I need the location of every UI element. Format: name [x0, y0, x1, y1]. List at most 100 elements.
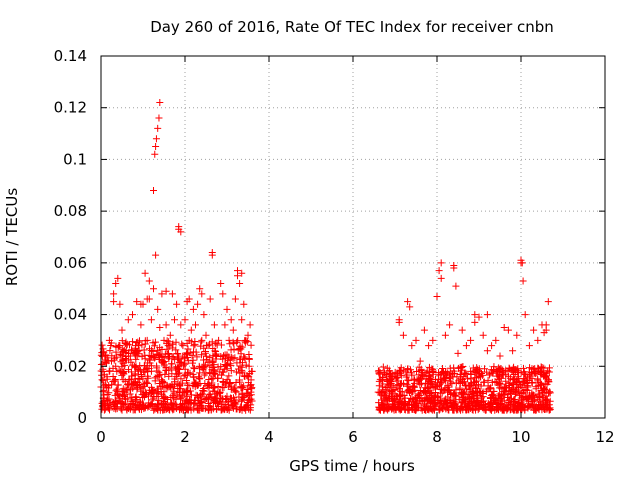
data-point — [244, 401, 252, 409]
data-point — [245, 362, 253, 370]
data-point — [500, 406, 508, 414]
data-point — [509, 347, 517, 355]
data-point — [188, 359, 196, 367]
data-point — [169, 340, 177, 348]
data-point — [470, 395, 478, 403]
data-point — [154, 124, 162, 132]
data-point — [513, 331, 521, 339]
data-point — [187, 391, 195, 399]
data-point — [437, 259, 445, 267]
data-point — [540, 329, 548, 337]
data-point — [415, 390, 423, 398]
data-point — [494, 368, 502, 376]
data-point — [530, 326, 538, 334]
data-point — [405, 377, 413, 385]
data-point — [378, 400, 386, 408]
data-point — [437, 404, 445, 412]
data-point — [477, 382, 485, 390]
data-point — [118, 387, 126, 395]
data-point — [100, 391, 108, 399]
data-point — [183, 349, 191, 357]
data-point — [486, 401, 494, 409]
data-point — [389, 397, 397, 405]
chart-title: Day 260 of 2016, Rate Of TEC Index for r… — [150, 18, 554, 36]
data-point — [108, 381, 116, 389]
data-point — [162, 384, 170, 392]
data-point — [522, 386, 530, 394]
data-point — [230, 385, 238, 393]
data-point — [474, 394, 482, 402]
data-point — [184, 357, 192, 365]
data-point — [420, 400, 428, 408]
data-point — [244, 390, 252, 398]
data-point — [214, 389, 222, 397]
data-point — [450, 389, 458, 397]
data-point — [122, 338, 130, 346]
data-point — [182, 376, 190, 384]
data-point — [231, 354, 239, 362]
data-point — [147, 386, 155, 394]
data-point — [479, 389, 487, 397]
data-point — [543, 396, 551, 404]
data-point — [183, 350, 191, 358]
data-point — [214, 383, 222, 391]
data-point — [202, 348, 210, 356]
data-point — [162, 363, 170, 371]
data-point — [147, 352, 155, 360]
data-point — [124, 316, 132, 324]
data-point — [156, 380, 164, 388]
data-point — [159, 395, 167, 403]
data-point — [138, 353, 146, 361]
data-point — [109, 378, 117, 386]
data-point — [200, 371, 208, 379]
x-tick-label: 4 — [264, 428, 274, 446]
data-point — [200, 311, 208, 319]
data-point — [202, 352, 210, 360]
data-point — [381, 392, 389, 400]
data-point — [424, 384, 432, 392]
data-point — [119, 351, 127, 359]
data-point — [417, 365, 425, 373]
data-point — [413, 367, 421, 375]
data-point — [100, 381, 108, 389]
data-point — [538, 404, 546, 412]
data-point — [202, 331, 210, 339]
data-point — [183, 405, 191, 413]
data-point — [488, 378, 496, 386]
data-point — [183, 397, 191, 405]
data-point — [375, 382, 383, 390]
data-point — [241, 373, 249, 381]
data-point — [151, 342, 159, 350]
data-point — [145, 277, 153, 285]
data-point — [402, 400, 410, 408]
data-point — [523, 396, 531, 404]
data-point — [179, 362, 187, 370]
data-point — [517, 369, 525, 377]
data-point — [168, 404, 176, 412]
data-point — [512, 388, 520, 396]
data-point — [228, 401, 236, 409]
data-point — [496, 373, 504, 381]
data-point — [247, 391, 255, 399]
data-point — [468, 380, 476, 388]
data-point — [110, 290, 118, 298]
data-point — [167, 399, 175, 407]
data-point — [208, 251, 216, 259]
data-point — [137, 300, 145, 308]
data-point — [499, 366, 507, 374]
data-point — [484, 385, 492, 393]
data-point — [248, 384, 256, 392]
data-point — [532, 402, 540, 410]
data-point — [233, 338, 241, 346]
data-point — [471, 318, 479, 326]
data-point — [546, 388, 554, 396]
data-point — [500, 383, 508, 391]
data-point — [452, 386, 460, 394]
data-point — [112, 362, 120, 370]
data-point — [479, 371, 487, 379]
data-point — [231, 383, 239, 391]
data-point — [150, 394, 158, 402]
data-point — [161, 394, 169, 402]
data-point — [171, 378, 179, 386]
data-point — [154, 305, 162, 313]
